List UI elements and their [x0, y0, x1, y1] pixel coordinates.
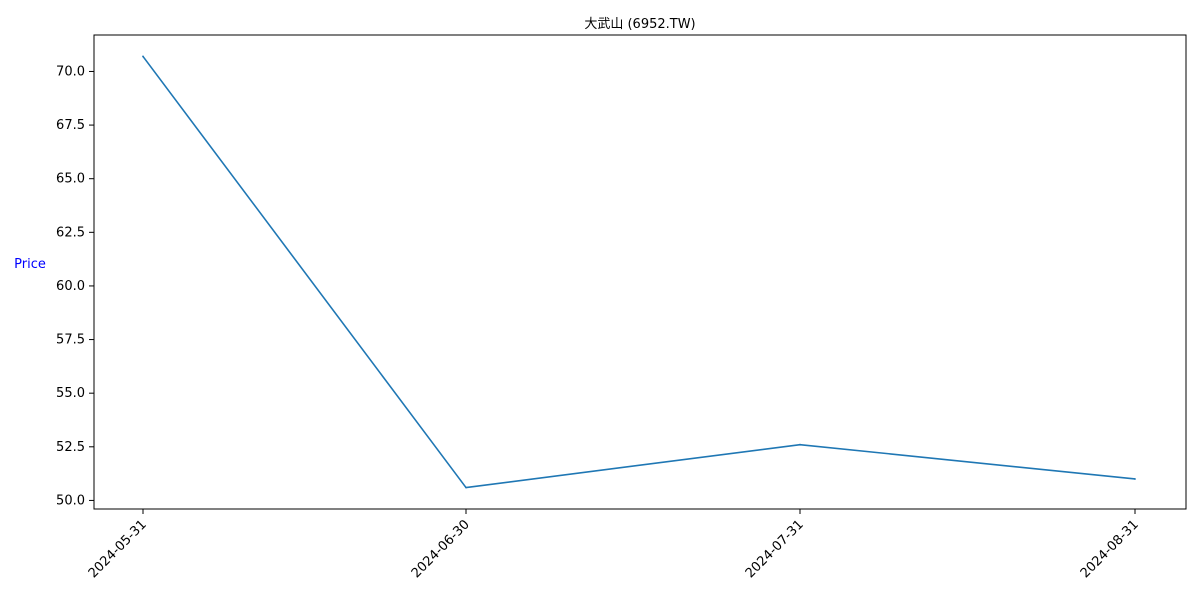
x-tick-label: 2024-08-31 — [1078, 517, 1142, 581]
x-axis-ticks: 2024-05-31 2024-06-30 2024-07-31 2024-08-31 — [86, 509, 1142, 581]
chart-title: 大武山 (6952.TW) — [584, 17, 695, 32]
data-point — [142, 55, 144, 58]
data-point — [1134, 478, 1136, 480]
y-axis-label: Price — [14, 257, 46, 272]
x-tick-label: 2024-05-31 — [86, 517, 150, 581]
y-tick-label: 52.5 — [56, 440, 85, 455]
series-layer — [142, 55, 1136, 489]
data-point — [799, 443, 801, 446]
x-tick-label: 2024-07-31 — [743, 517, 807, 581]
data-point — [465, 486, 467, 489]
y-tick-label: 55.0 — [56, 386, 85, 401]
y-tick-label: 50.0 — [56, 493, 85, 508]
x-tick-label: 2024-06-30 — [409, 517, 473, 581]
y-tick-label: 65.0 — [56, 172, 85, 187]
y-tick-label: 67.5 — [56, 118, 85, 133]
y-tick-label: 70.0 — [56, 64, 85, 79]
y-tick-label: 60.0 — [56, 279, 85, 294]
y-tick-label: 62.5 — [56, 225, 85, 240]
y-axis-ticks: 50.0 52.5 55.0 57.5 60.0 62.5 65.0 67.5 70.0 — [56, 64, 94, 508]
plot-frame — [93, 34, 1187, 510]
y-tick-label: 57.5 — [56, 333, 85, 348]
series-line — [142, 55, 1136, 489]
